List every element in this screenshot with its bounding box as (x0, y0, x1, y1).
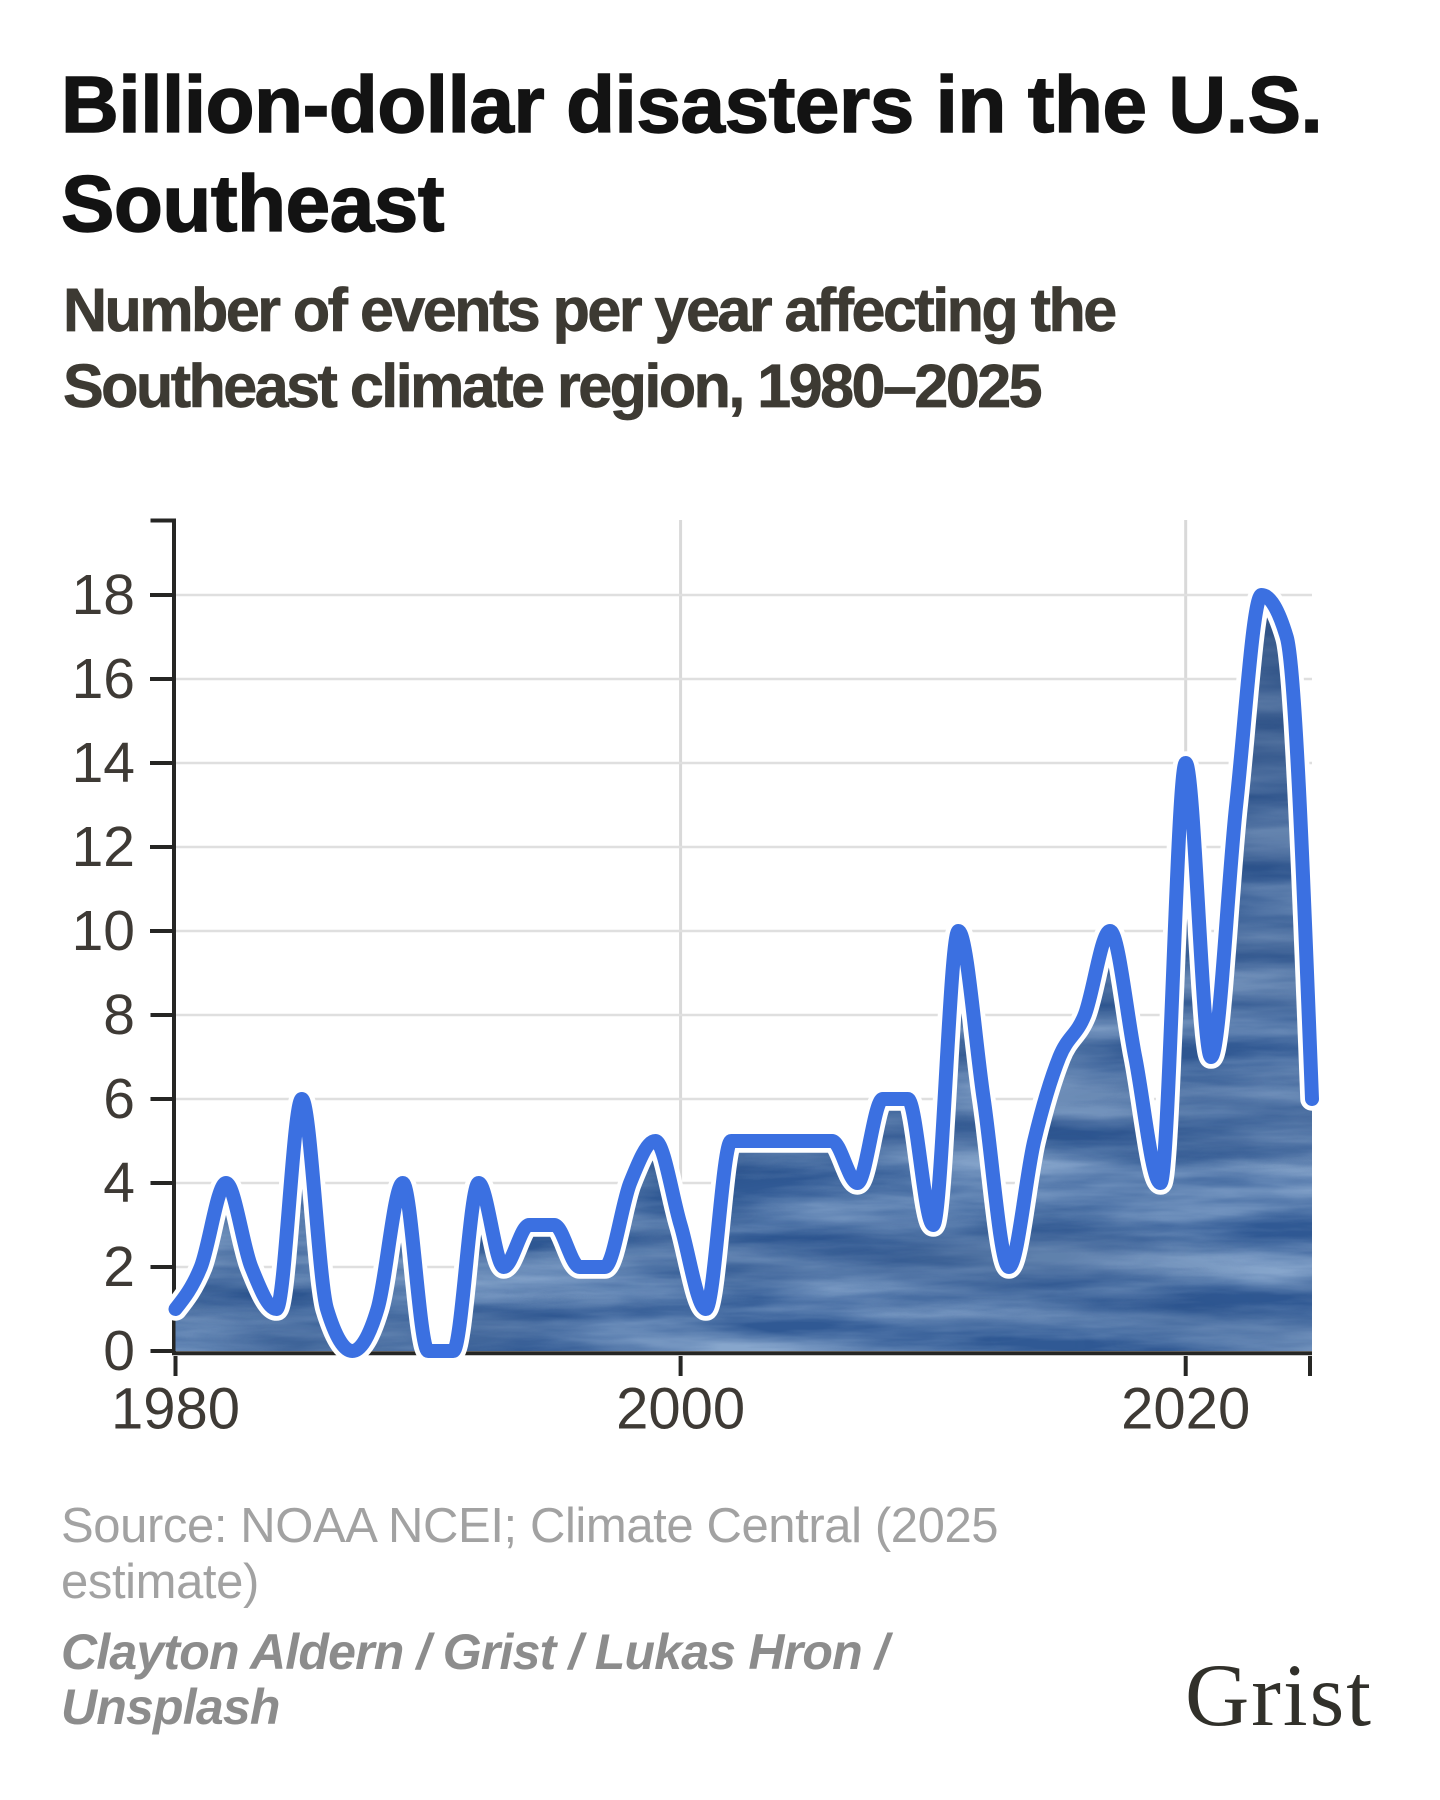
svg-text:18: 18 (72, 563, 135, 627)
svg-text:2020: 2020 (1121, 1376, 1250, 1441)
svg-text:8: 8 (103, 983, 135, 1047)
svg-text:12: 12 (72, 815, 135, 879)
svg-text:14: 14 (72, 731, 135, 795)
svg-text:4: 4 (103, 1151, 135, 1215)
svg-text:0: 0 (103, 1319, 135, 1383)
svg-text:1980: 1980 (111, 1376, 240, 1441)
svg-text:6: 6 (103, 1067, 135, 1131)
svg-text:2000: 2000 (616, 1376, 745, 1441)
svg-text:10: 10 (72, 899, 135, 963)
svg-text:2: 2 (103, 1235, 135, 1299)
svg-text:16: 16 (72, 647, 135, 711)
